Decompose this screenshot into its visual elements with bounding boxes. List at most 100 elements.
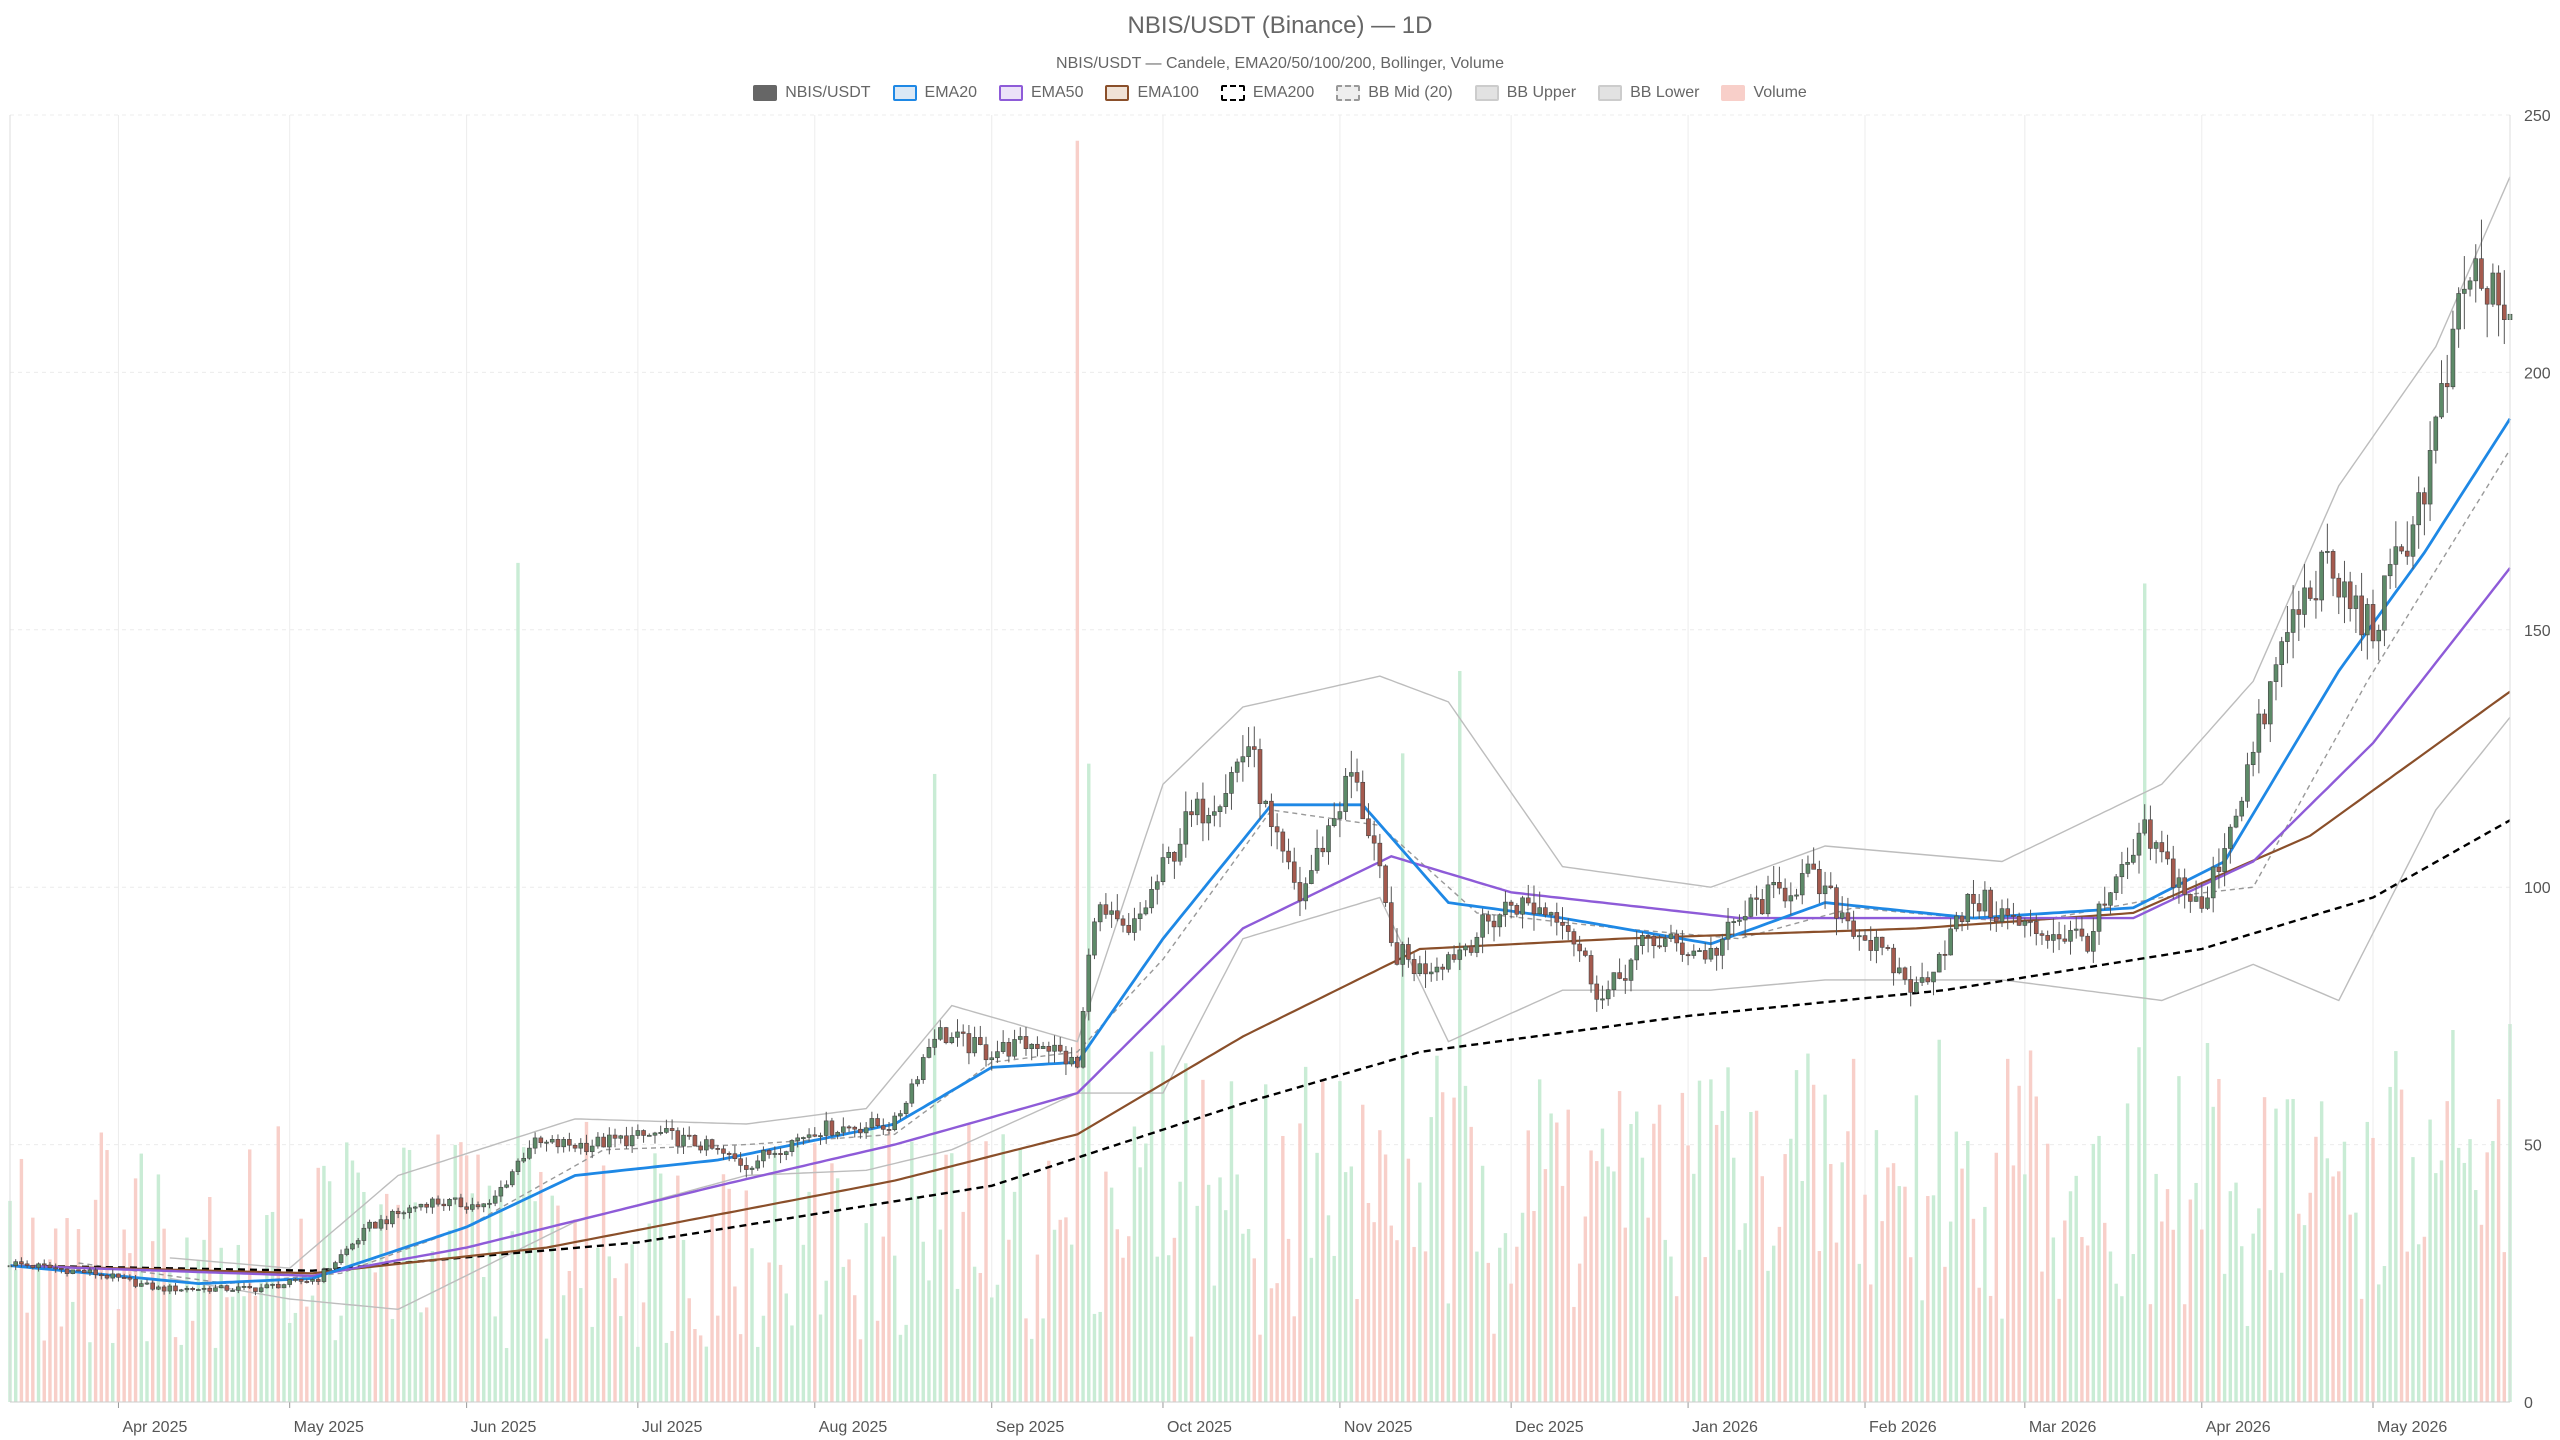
legend-item[interactable]: EMA200 bbox=[1220, 84, 1314, 102]
volume-bar bbox=[750, 1248, 754, 1402]
volume-bar bbox=[2502, 1252, 2507, 1402]
candle-body bbox=[818, 1135, 823, 1138]
candle-body bbox=[2387, 564, 2393, 577]
volume-bar bbox=[841, 1266, 846, 1402]
volume-bar bbox=[550, 1195, 554, 1402]
volume-bar bbox=[1075, 140, 1080, 1403]
candle-body bbox=[2216, 866, 2222, 872]
candle-body bbox=[367, 1221, 372, 1229]
candle-body bbox=[1583, 950, 1588, 956]
volume-bar bbox=[927, 1280, 931, 1402]
volume-bar bbox=[1338, 1081, 1342, 1402]
candle-body bbox=[1611, 972, 1617, 990]
volume-bar bbox=[1018, 1148, 1022, 1402]
volume-bar bbox=[373, 1272, 378, 1402]
volume-bar bbox=[2108, 1251, 2113, 1402]
volume-bar bbox=[727, 1188, 731, 1402]
volume-bar bbox=[407, 1149, 412, 1402]
volume-bar bbox=[1104, 1171, 1108, 1402]
volume-bar bbox=[413, 1202, 417, 1402]
legend-item[interactable]: EMA100 bbox=[1105, 84, 1199, 102]
volume-bar bbox=[2137, 1047, 2141, 1402]
legend-item[interactable]: EMA50 bbox=[999, 84, 1083, 102]
volume-bar bbox=[2222, 1273, 2227, 1402]
candle-body bbox=[2228, 826, 2233, 849]
volume-bar bbox=[704, 1346, 709, 1402]
volume-bar bbox=[1520, 1212, 1525, 1402]
volume-bar bbox=[122, 1229, 126, 1402]
volume-bar bbox=[259, 1282, 263, 1402]
candle-body bbox=[1976, 903, 1982, 912]
candle-body bbox=[744, 1165, 749, 1170]
candle-body bbox=[498, 1186, 504, 1197]
volume-bar bbox=[1252, 1258, 1257, 1402]
candle-body bbox=[584, 1142, 589, 1153]
candle-body bbox=[960, 1031, 966, 1034]
candle-body bbox=[761, 1150, 766, 1162]
volume-bar bbox=[1184, 1063, 1188, 1402]
volume-bar bbox=[2337, 1171, 2341, 1402]
candle-body bbox=[1063, 1050, 1069, 1065]
volume-bar bbox=[1629, 1124, 1633, 1402]
candle-body bbox=[121, 1277, 127, 1279]
candle-body bbox=[1366, 818, 1371, 837]
legend-item[interactable]: NBIS/USDT bbox=[753, 84, 871, 102]
volume-bar bbox=[1931, 1195, 1936, 1402]
volume-bar bbox=[1589, 1150, 1593, 1402]
volume-bar bbox=[1024, 1318, 1028, 1402]
candle-body bbox=[361, 1227, 367, 1241]
candle-body bbox=[1394, 942, 1400, 965]
candle-body bbox=[555, 1139, 561, 1148]
volume-bar bbox=[1560, 1185, 1565, 1402]
volume-bar bbox=[305, 1306, 309, 1402]
legend-item[interactable]: BB Upper bbox=[1474, 84, 1576, 102]
legend-item[interactable]: BB Lower bbox=[1598, 84, 1699, 102]
candle-body bbox=[812, 1134, 818, 1137]
candle-body bbox=[1554, 912, 1560, 923]
candle-body bbox=[1668, 933, 1674, 939]
candle-body bbox=[2382, 575, 2387, 631]
candle-body bbox=[823, 1120, 829, 1136]
candle-body bbox=[2176, 877, 2182, 888]
volume-bar bbox=[1029, 1338, 1034, 1402]
volume-bar bbox=[2131, 1254, 2135, 1402]
candle-body bbox=[635, 1130, 641, 1136]
volume-bar bbox=[539, 1171, 543, 1402]
volume-bar bbox=[1857, 1263, 1862, 1402]
volume-bar bbox=[1361, 1104, 1365, 1402]
candle-body bbox=[418, 1203, 424, 1208]
candle-body bbox=[178, 1289, 184, 1292]
candle-body bbox=[1514, 905, 1520, 915]
legend-item[interactable]: Volume bbox=[1721, 84, 1807, 102]
candle-body bbox=[1423, 963, 1428, 975]
volume-bar bbox=[2428, 1119, 2432, 1402]
candle-body bbox=[938, 1027, 943, 1040]
candle-body bbox=[544, 1141, 549, 1144]
volume-bar bbox=[1954, 1131, 1959, 1402]
volume-bar bbox=[716, 1315, 720, 1402]
candle-body bbox=[2359, 595, 2364, 636]
volume-bar bbox=[516, 562, 520, 1402]
candle-body bbox=[19, 1261, 24, 1265]
volume-bar bbox=[1680, 1092, 1685, 1402]
candle-body bbox=[1896, 967, 1902, 974]
volume-bar bbox=[1800, 1180, 1804, 1402]
legend-item[interactable]: BB Mid (20) bbox=[1336, 84, 1453, 102]
legend-swatch bbox=[999, 85, 1023, 101]
volume-bar bbox=[1851, 1058, 1856, 1402]
volume-bar bbox=[2291, 1098, 2295, 1402]
volume-bar bbox=[385, 1193, 389, 1402]
candle-body bbox=[338, 1254, 344, 1263]
candle-body bbox=[30, 1265, 36, 1268]
candle-body bbox=[76, 1269, 81, 1272]
candle-body bbox=[1588, 955, 1594, 985]
candle-body bbox=[1006, 1042, 1012, 1057]
candle-body bbox=[1457, 949, 1463, 960]
volume-bar bbox=[1503, 1233, 1508, 1402]
candle-body bbox=[715, 1148, 721, 1150]
volume-bar bbox=[881, 1236, 885, 1402]
candle-body bbox=[1634, 945, 1640, 961]
candle-body bbox=[258, 1287, 264, 1292]
x-tick-label: Jul 2025 bbox=[642, 1419, 703, 1436]
legend-item[interactable]: EMA20 bbox=[892, 84, 977, 102]
